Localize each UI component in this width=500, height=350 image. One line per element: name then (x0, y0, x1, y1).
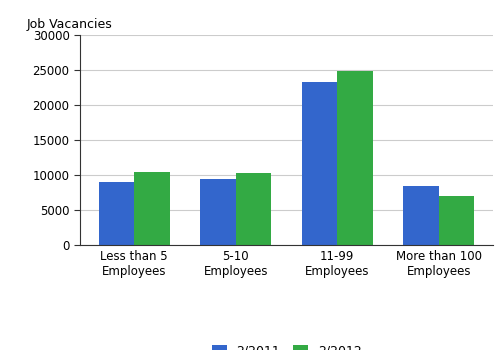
Bar (403, 186, 439, 245)
Bar (439, 196, 474, 245)
Text: Job Vacancies: Job Vacancies (26, 18, 112, 31)
Bar (134, 172, 170, 245)
Bar (99, 182, 134, 245)
Legend: 2/2011, 2/2012: 2/2011, 2/2012 (206, 340, 366, 350)
Bar (200, 178, 236, 245)
Bar (302, 82, 338, 245)
Bar (338, 71, 373, 245)
Bar (236, 173, 272, 245)
